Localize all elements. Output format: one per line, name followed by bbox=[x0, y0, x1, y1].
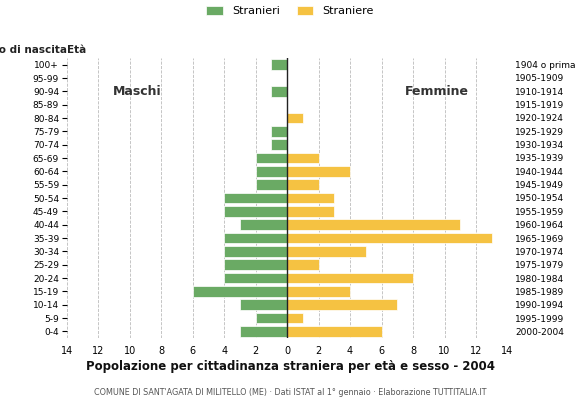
Bar bbox=[287, 313, 303, 323]
Bar bbox=[224, 233, 287, 243]
Bar bbox=[256, 180, 287, 190]
Bar bbox=[193, 286, 287, 296]
Text: Età: Età bbox=[67, 45, 86, 55]
Text: Maschi: Maschi bbox=[113, 85, 162, 98]
Text: Femmine: Femmine bbox=[405, 85, 469, 98]
Text: Popolazione per cittadinanza straniera per età e sesso - 2004: Popolazione per cittadinanza straniera p… bbox=[85, 360, 495, 373]
Bar bbox=[240, 326, 287, 336]
Bar bbox=[271, 86, 287, 96]
Bar bbox=[287, 193, 334, 203]
Bar bbox=[256, 166, 287, 176]
Bar bbox=[287, 113, 303, 123]
Bar bbox=[240, 300, 287, 310]
Bar bbox=[287, 286, 350, 296]
Text: Anno di nascita: Anno di nascita bbox=[0, 45, 67, 55]
Bar bbox=[287, 206, 334, 216]
Bar bbox=[287, 166, 350, 176]
Bar bbox=[224, 273, 287, 283]
Bar bbox=[224, 193, 287, 203]
Bar bbox=[271, 60, 287, 70]
Bar bbox=[287, 260, 318, 270]
Bar bbox=[256, 313, 287, 323]
Bar bbox=[287, 180, 318, 190]
Bar bbox=[287, 300, 397, 310]
Bar bbox=[240, 220, 287, 230]
Bar bbox=[271, 140, 287, 150]
Bar bbox=[256, 153, 287, 163]
Bar bbox=[287, 246, 366, 256]
Bar bbox=[287, 326, 382, 336]
Legend: Stranieri, Straniere: Stranieri, Straniere bbox=[206, 6, 374, 16]
Bar bbox=[271, 126, 287, 136]
Bar bbox=[287, 220, 461, 230]
Bar bbox=[224, 206, 287, 216]
Bar bbox=[224, 246, 287, 256]
Bar bbox=[287, 153, 318, 163]
Bar bbox=[287, 233, 492, 243]
Text: COMUNE DI SANT'AGATA DI MILITELLO (ME) · Dati ISTAT al 1° gennaio · Elaborazione: COMUNE DI SANT'AGATA DI MILITELLO (ME) ·… bbox=[94, 388, 486, 397]
Bar bbox=[287, 273, 413, 283]
Bar bbox=[224, 260, 287, 270]
